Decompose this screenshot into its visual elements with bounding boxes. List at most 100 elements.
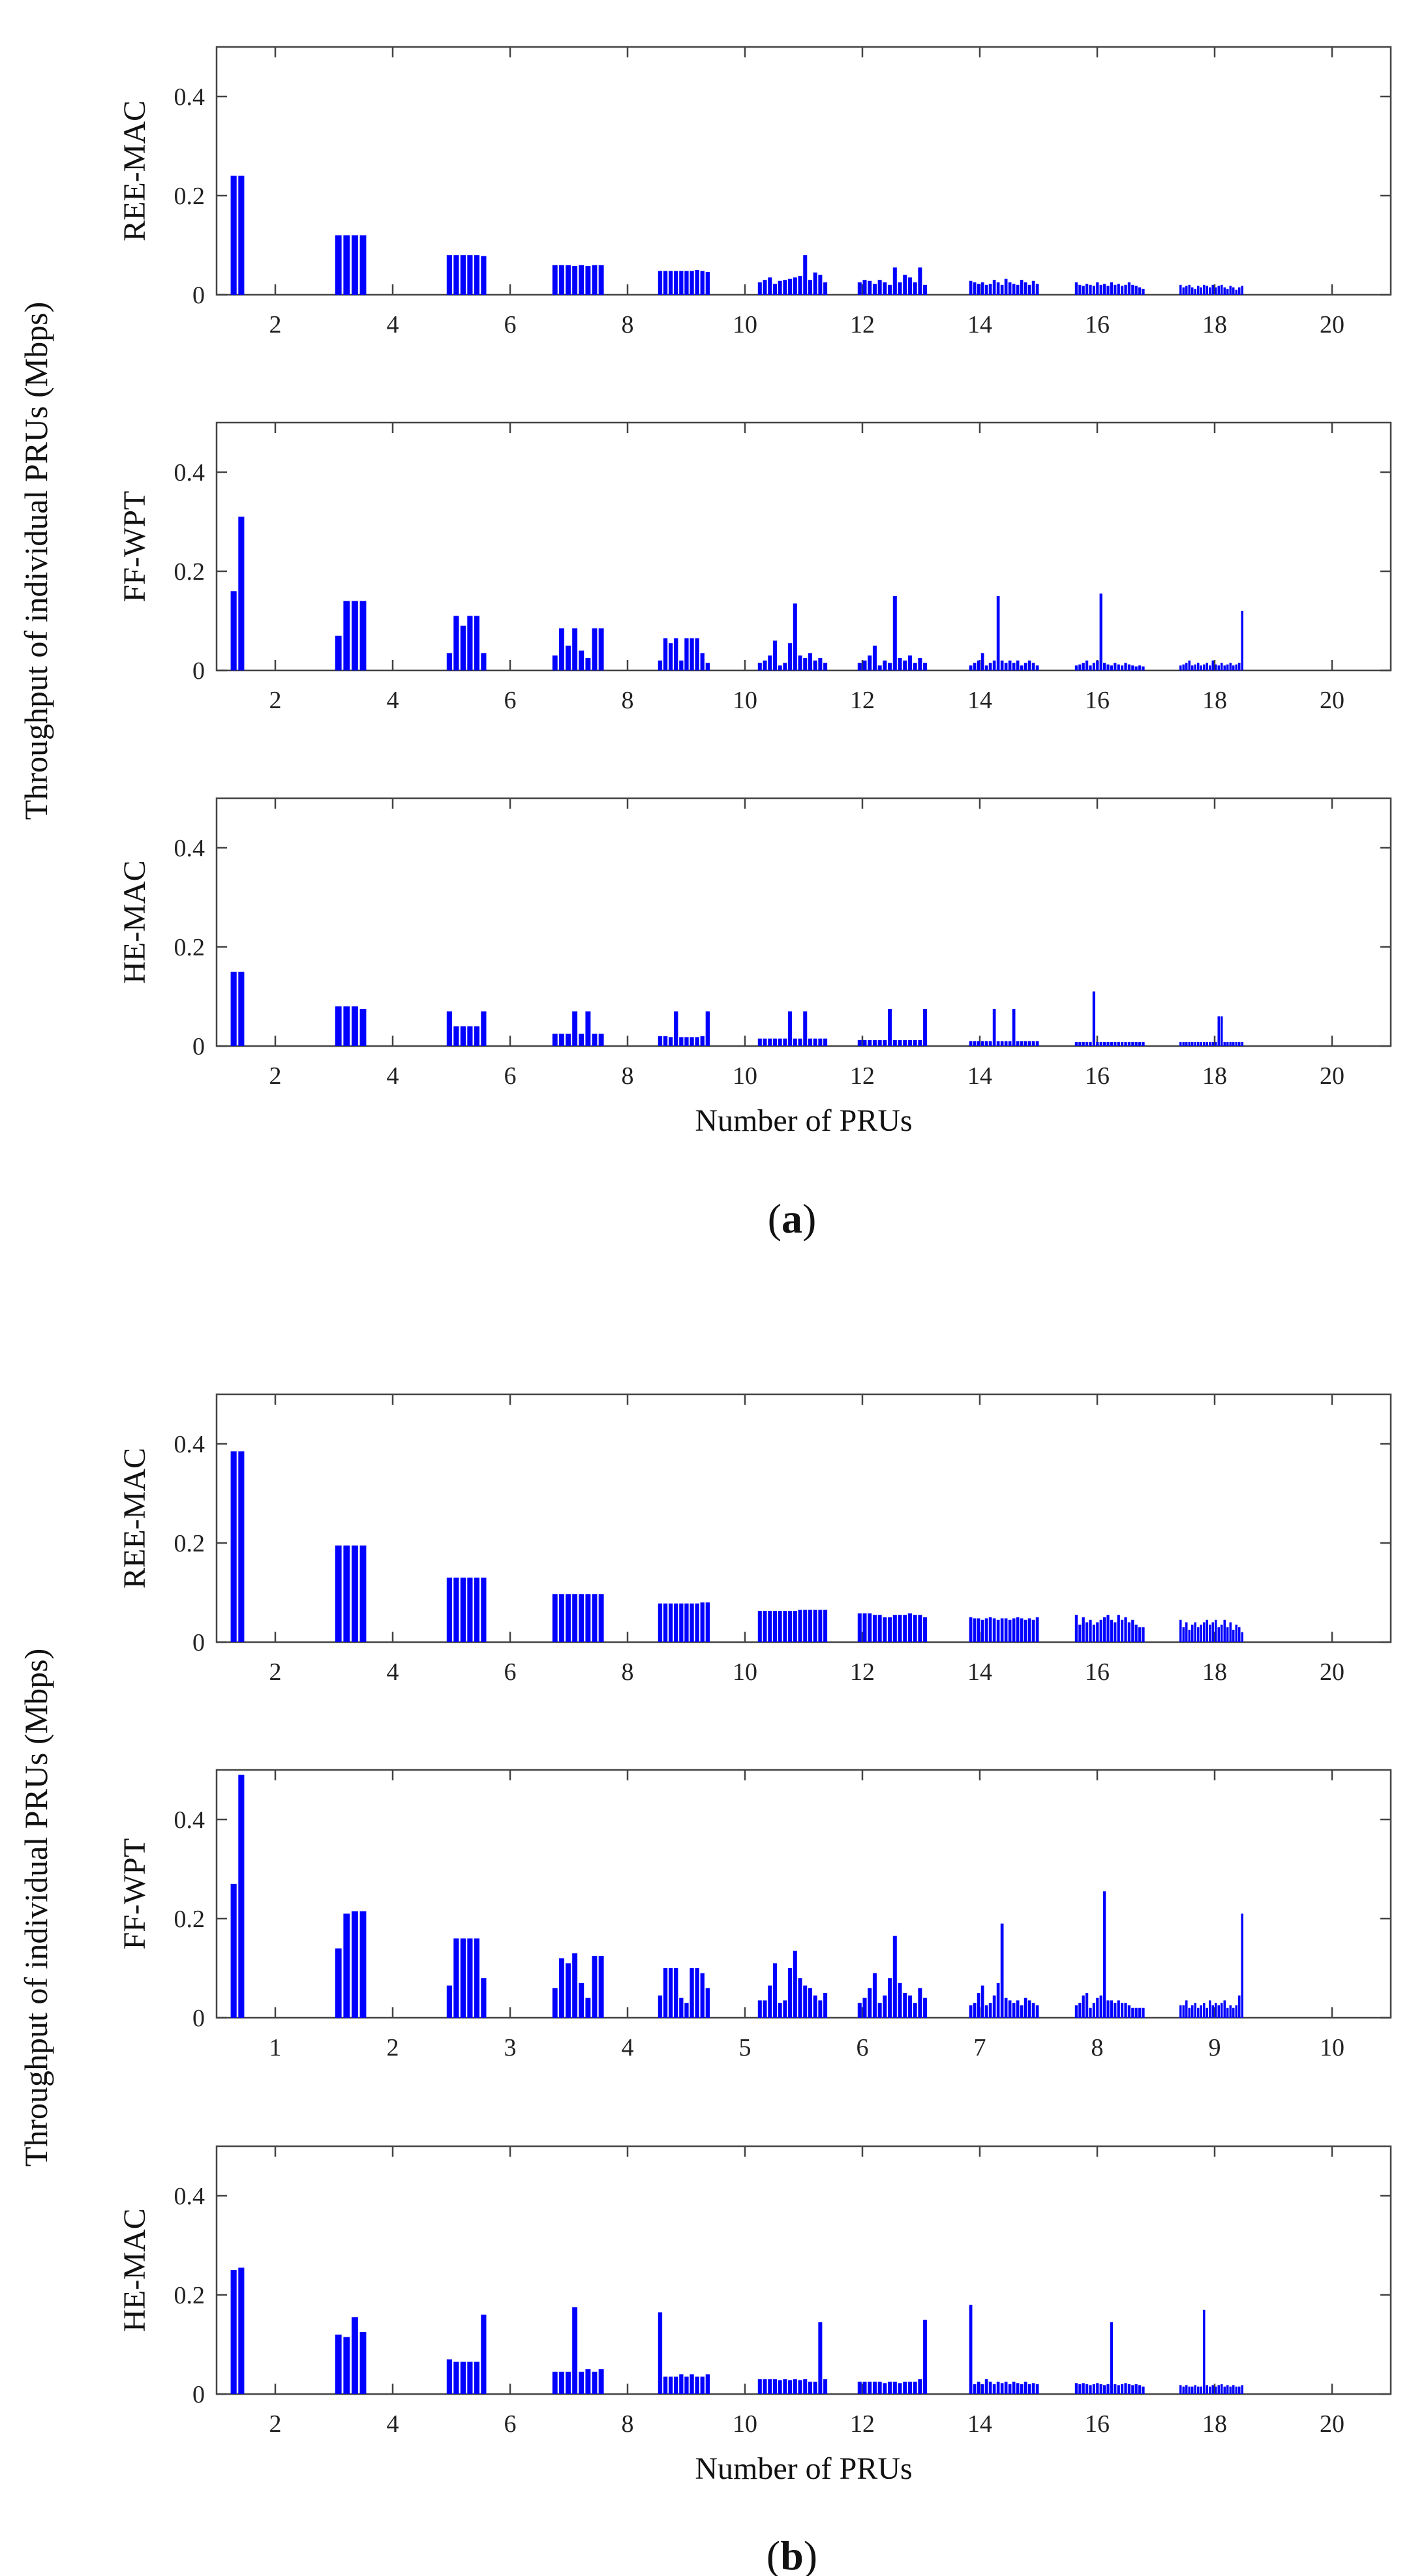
bar: [1217, 1627, 1221, 1642]
bar: [973, 282, 977, 295]
bar: [1241, 286, 1244, 295]
bar: [913, 1615, 917, 1642]
bar: [1229, 2386, 1232, 2394]
bar: [658, 2312, 663, 2394]
bar: [552, 265, 558, 295]
bar: [980, 2384, 984, 2394]
bar: [980, 1619, 984, 1642]
bar: [1226, 664, 1229, 670]
bar: [1215, 1041, 1217, 1046]
bar: [230, 591, 237, 670]
bar: [1082, 1617, 1085, 1642]
bar: [988, 2003, 992, 2018]
bar: [1238, 2386, 1241, 2394]
bar: [1092, 663, 1096, 670]
bar: [1217, 2385, 1221, 2394]
bar: [460, 625, 466, 670]
bar: [980, 1985, 984, 2018]
bar: [913, 2003, 917, 2018]
bar: [757, 1038, 762, 1046]
bar: [1008, 282, 1012, 295]
bar: [1238, 663, 1241, 670]
bar: [1121, 1619, 1124, 1642]
bar: [1206, 286, 1209, 295]
x-tick-label: 10: [733, 1658, 757, 1686]
bar: [823, 1993, 828, 2018]
bar: [980, 282, 984, 295]
bar: [658, 1603, 663, 1642]
bar: [1211, 2005, 1215, 2018]
bar: [857, 663, 862, 670]
bar: [679, 2374, 684, 2394]
bar: [705, 1602, 710, 1642]
x-tick-label: 10: [733, 311, 757, 338]
y-tick-label: 0.4: [174, 2183, 205, 2210]
bar: [803, 255, 808, 295]
bar: [969, 280, 973, 295]
y-tick-label: 0.2: [174, 934, 205, 961]
y-tick-label: 0.4: [174, 83, 205, 111]
bar: [1012, 663, 1016, 670]
bar: [818, 658, 823, 670]
bar: [335, 235, 342, 295]
bar: [705, 2374, 710, 2394]
bar: [705, 272, 710, 295]
x-tick-label: 4: [387, 311, 399, 338]
y-tick-label: 0.4: [174, 835, 205, 862]
bar: [572, 1953, 578, 2018]
bar: [1031, 280, 1035, 295]
bar: [862, 1613, 867, 1642]
x-tick-label: 12: [850, 687, 875, 714]
y-tick-label: 0.4: [174, 459, 205, 487]
bar: [1012, 2382, 1016, 2394]
x-tick-label: 16: [1085, 1062, 1110, 1090]
bar: [1203, 1041, 1206, 1046]
bar: [992, 2384, 996, 2394]
bar: [1016, 284, 1020, 295]
bar: [1074, 1041, 1078, 1046]
bar: [862, 1998, 867, 2018]
bar: [585, 1998, 591, 2018]
bar: [888, 1617, 892, 1642]
bar: [700, 653, 705, 670]
x-tick-label: 8: [622, 1658, 634, 1686]
x-tick-label: 9: [1209, 2034, 1221, 2061]
bar: [803, 1011, 808, 1046]
bar: [359, 601, 367, 670]
bar: [813, 2382, 817, 2394]
bar: [857, 2003, 862, 2018]
bar: [1117, 1041, 1120, 1046]
bar: [1082, 663, 1085, 670]
bar: [1074, 2383, 1078, 2394]
bar: [892, 2382, 897, 2394]
bar: [772, 1963, 777, 2018]
bar: [768, 1611, 772, 1642]
bar: [1194, 288, 1197, 295]
bar: [1027, 2384, 1031, 2394]
bar: [585, 658, 591, 670]
bar: [763, 1038, 767, 1046]
bar: [1131, 1041, 1134, 1046]
bar: [892, 1040, 897, 1046]
bar: [474, 1026, 479, 1046]
chart-b-ff-wpt: 0 0.2 0.4 1 2 3 4 5 6 7 8 9 10 FF-WPT: [117, 1769, 1392, 2061]
bar: [1221, 2384, 1223, 2394]
bar: [857, 282, 862, 295]
bar: [658, 1036, 663, 1046]
bar: [352, 1545, 358, 1642]
x-tick-label: 20: [1320, 687, 1344, 714]
axes-frame: [215, 421, 1392, 672]
bar: [1241, 2385, 1244, 2394]
bar: [474, 2361, 479, 2394]
bar: [467, 616, 473, 670]
axes-frame: [215, 1769, 1392, 2019]
bar: [1004, 1041, 1008, 1046]
bar: [888, 284, 892, 295]
bar: [663, 1968, 668, 2018]
bar: [907, 1613, 912, 1642]
bar: [663, 1603, 668, 1642]
bar: [1131, 2007, 1134, 2018]
bar: [992, 1009, 996, 1046]
bar: [898, 2383, 902, 2394]
bar: [778, 2380, 782, 2394]
